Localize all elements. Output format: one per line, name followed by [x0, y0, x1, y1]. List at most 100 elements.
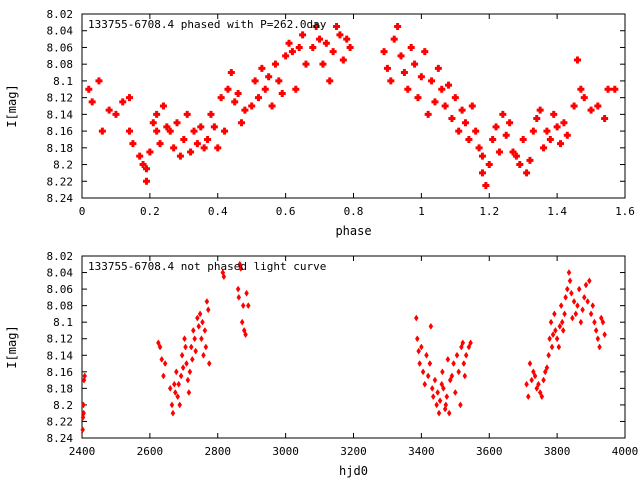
- data-point: [425, 372, 431, 380]
- data-point: [552, 310, 557, 318]
- data-point: [336, 31, 344, 39]
- data-point: [567, 277, 573, 285]
- data-point: [187, 148, 195, 156]
- data-point: [485, 161, 493, 169]
- data-point: [142, 165, 150, 173]
- data-point: [440, 368, 445, 376]
- data-point: [251, 77, 259, 85]
- data-point: [527, 360, 533, 367]
- data-point: [178, 372, 184, 380]
- data-point: [238, 119, 246, 127]
- data-point: [157, 343, 163, 351]
- data-point: [539, 393, 545, 401]
- data-point: [199, 335, 204, 343]
- data-point: [420, 368, 426, 376]
- data-point: [162, 360, 168, 367]
- data-point: [193, 140, 201, 148]
- data-point: [577, 85, 585, 93]
- data-point: [302, 60, 310, 68]
- y-tick-label: 8.1: [53, 75, 73, 88]
- data-point: [533, 115, 541, 123]
- data-point: [234, 89, 242, 97]
- data-point: [566, 269, 572, 276]
- data-point: [383, 64, 391, 72]
- data-point: [424, 351, 429, 359]
- data-point: [587, 106, 595, 114]
- data-point: [339, 56, 347, 64]
- data-point: [136, 152, 144, 160]
- data-point: [174, 368, 179, 376]
- data-point: [575, 302, 580, 310]
- data-point: [167, 384, 173, 392]
- data-point: [441, 384, 446, 392]
- data-point: [235, 285, 241, 293]
- data-point: [161, 372, 166, 380]
- y-tick-label: 8.18: [47, 382, 74, 395]
- data-point: [541, 376, 546, 384]
- data-point: [172, 380, 177, 388]
- data-point: [243, 331, 248, 339]
- data-point: [434, 401, 439, 409]
- data-point: [183, 110, 191, 118]
- x-tick-label: 4000: [612, 445, 639, 458]
- y-tick-label: 8.14: [47, 108, 74, 121]
- x-axis-ticks: 0 0.2 0.4 0.6 0.8 1 1.2 1.4 1.6: [79, 14, 635, 218]
- data-point: [465, 135, 473, 143]
- data-point: [571, 298, 577, 305]
- data-point: [80, 426, 85, 434]
- data-point: [153, 127, 161, 135]
- data-point: [192, 335, 197, 343]
- data-point: [156, 339, 161, 347]
- data-point: [241, 106, 249, 114]
- data-point: [285, 39, 293, 47]
- data-point: [163, 123, 171, 131]
- data-point: [326, 77, 334, 85]
- y-tick-label: 8.04: [47, 25, 74, 38]
- data-point: [81, 401, 86, 409]
- data-point: [129, 140, 137, 148]
- data-point: [428, 322, 434, 330]
- plot-title: 133755-6708.4 not phased light curve: [88, 260, 326, 273]
- x-tick-label: 2600: [137, 445, 164, 458]
- data-point: [523, 169, 531, 177]
- data-point: [441, 102, 449, 110]
- data-point: [180, 135, 188, 143]
- y-tick-label: 8.18: [47, 142, 74, 155]
- data-point: [455, 127, 463, 135]
- data-point: [536, 380, 541, 388]
- data-point: [343, 35, 351, 43]
- data-point: [88, 98, 96, 106]
- data-point: [565, 285, 570, 293]
- data-point: [429, 384, 435, 392]
- data-point: [207, 110, 215, 118]
- data-point: [475, 144, 483, 152]
- data-point: [190, 127, 198, 135]
- data-point: [180, 364, 186, 372]
- data-point: [506, 119, 514, 127]
- data-point: [453, 389, 458, 396]
- data-point: [80, 413, 86, 421]
- data-point: [492, 123, 500, 131]
- data-point: [119, 98, 127, 106]
- data-point: [531, 368, 536, 376]
- data-points: [80, 260, 607, 434]
- data-point: [299, 31, 307, 39]
- data-point: [417, 73, 425, 81]
- data-point: [580, 94, 588, 102]
- data-point: [526, 156, 534, 164]
- data-point: [346, 43, 354, 51]
- data-point: [444, 393, 450, 401]
- data-point: [239, 318, 245, 326]
- x-axis-label: hjd0: [339, 464, 368, 478]
- data-point: [598, 314, 604, 322]
- data-point: [258, 64, 266, 72]
- y-tick-label: 8.2: [53, 399, 73, 412]
- data-point: [177, 401, 183, 409]
- data-point: [590, 302, 596, 310]
- data-point: [560, 327, 566, 334]
- data-point: [427, 360, 433, 367]
- data-point: [569, 289, 574, 297]
- x-tick-label: 3200: [340, 445, 367, 458]
- data-point: [185, 376, 191, 384]
- y-axis-ticks: 8.02 8.04 8.06 8.08 8.1 8.12 8.14 8.16 8.18 8.2 8.…: [47, 8, 625, 205]
